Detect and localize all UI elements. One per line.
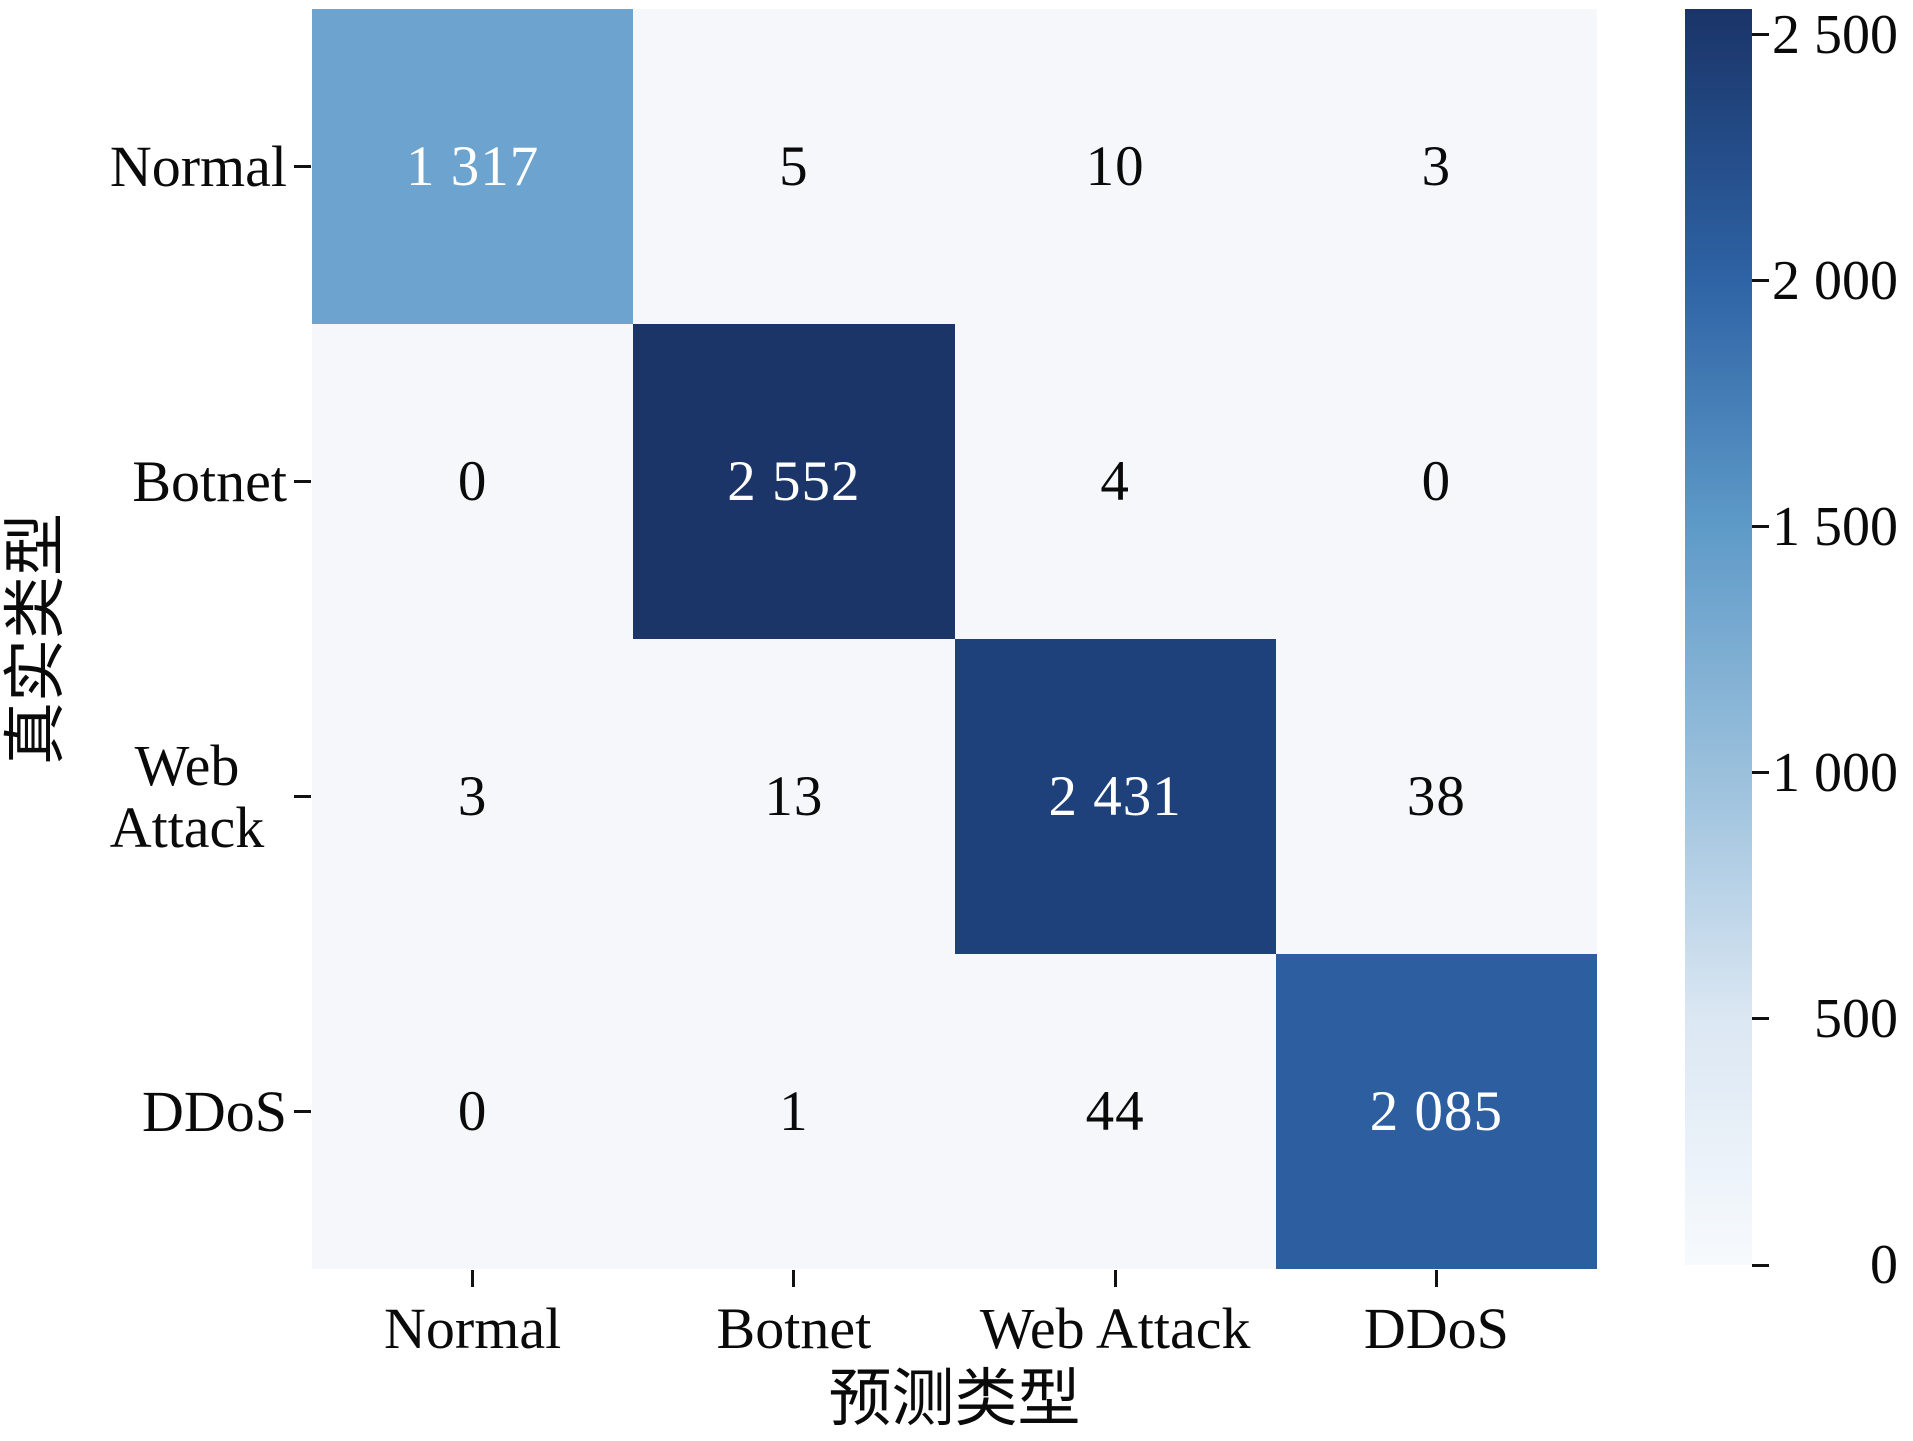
x-tick-label-3: DDoS xyxy=(1363,1296,1509,1361)
y-tick-mark xyxy=(294,480,311,483)
heatmap-cell-r0-c1: 5 xyxy=(633,9,955,324)
heatmap-cell-r1-c3: 0 xyxy=(1275,324,1597,639)
colorbar-tick-mark xyxy=(1752,1017,1769,1021)
colorbar-tick-mark xyxy=(1752,279,1769,283)
heatmap-cell-r0-c3: 3 xyxy=(1275,9,1597,324)
cell-value: 2 085 xyxy=(1369,1080,1503,1143)
heatmap-cell-r1-c0: 0 xyxy=(312,324,634,639)
x-tick-label-0: Normal xyxy=(384,1296,562,1361)
heatmap-cell-r0-c2: 10 xyxy=(954,9,1276,324)
cell-value: 13 xyxy=(764,765,824,828)
y-tick-label-0: Normal xyxy=(109,133,287,199)
x-axis-title: 预测类型 xyxy=(828,1364,1081,1434)
cell-value: 3 xyxy=(457,765,488,828)
x-tick-mark xyxy=(471,1270,475,1287)
colorbar-tick-mark xyxy=(1752,771,1769,775)
heatmap-cell-r1-c1: 2 552 xyxy=(633,324,955,639)
x-tick-mark xyxy=(1434,1270,1438,1287)
y-tick-mark xyxy=(294,795,311,798)
cell-value: 2 552 xyxy=(727,450,861,513)
cell-value: 10 xyxy=(1085,135,1145,198)
cell-value: 1 xyxy=(779,1080,809,1143)
heatmap-cell-r3-c0: 0 xyxy=(312,954,634,1269)
cell-value: 5 xyxy=(779,135,809,198)
heatmap-cell-r2-c1: 13 xyxy=(633,639,955,954)
heatmap-cell-r2-c0: 3 xyxy=(312,639,634,954)
colorbar-tick-label-1: 2 000 xyxy=(1772,249,1898,312)
heatmap-cell-r3-c3: 2 085 xyxy=(1275,954,1597,1269)
x-tick-label-1: Botnet xyxy=(716,1296,872,1361)
cell-value: 4 xyxy=(1100,450,1130,513)
colorbar-tick-label-4: 500 xyxy=(1814,987,1898,1050)
cell-value: 1 317 xyxy=(406,135,540,198)
x-tick-mark xyxy=(792,1270,796,1287)
colorbar-tick-mark xyxy=(1752,33,1769,37)
cell-value: 3 xyxy=(1421,135,1452,198)
y-tick-label-3: DDoS xyxy=(141,1078,287,1144)
heatmap-cell-r3-c2: 44 xyxy=(954,954,1276,1269)
y-axis-title: 真实类型 xyxy=(1,513,71,765)
y-tick-mark xyxy=(294,1110,311,1113)
cell-value: 44 xyxy=(1085,1080,1145,1143)
y-tick-mark xyxy=(294,165,311,168)
heatmap-cell-r0-c0: 1 317 xyxy=(312,9,634,324)
cell-value: 0 xyxy=(1421,450,1452,513)
colorbar-tick-label-5: 0 xyxy=(1870,1234,1898,1296)
cell-value: 0 xyxy=(457,450,488,513)
x-tick-mark xyxy=(1113,1270,1117,1287)
heatmap-cell-r2-c2: 2 431 xyxy=(954,639,1276,954)
cell-value: 0 xyxy=(457,1080,488,1143)
colorbar-tick-label-0: 2 500 xyxy=(1772,3,1898,66)
heatmap-cell-r2-c3: 38 xyxy=(1275,639,1597,954)
heatmap-cell-r1-c2: 4 xyxy=(954,324,1276,639)
colorbar-tick-label-2: 1 500 xyxy=(1772,495,1898,558)
colorbar-tick-mark xyxy=(1752,525,1769,529)
y-tick-label-1: Botnet xyxy=(132,448,287,514)
cell-value: 2 431 xyxy=(1048,765,1182,828)
x-tick-label-2: Web Attack xyxy=(979,1296,1251,1361)
colorbar-gradient xyxy=(1685,9,1752,1265)
colorbar-tick-label-3: 1 000 xyxy=(1772,741,1898,804)
y-tick-label-2: Web Attack xyxy=(109,733,265,860)
colorbar-tick-mark xyxy=(1752,1263,1769,1267)
cell-value: 38 xyxy=(1406,765,1466,828)
heatmap-cell-r3-c1: 1 xyxy=(633,954,955,1269)
